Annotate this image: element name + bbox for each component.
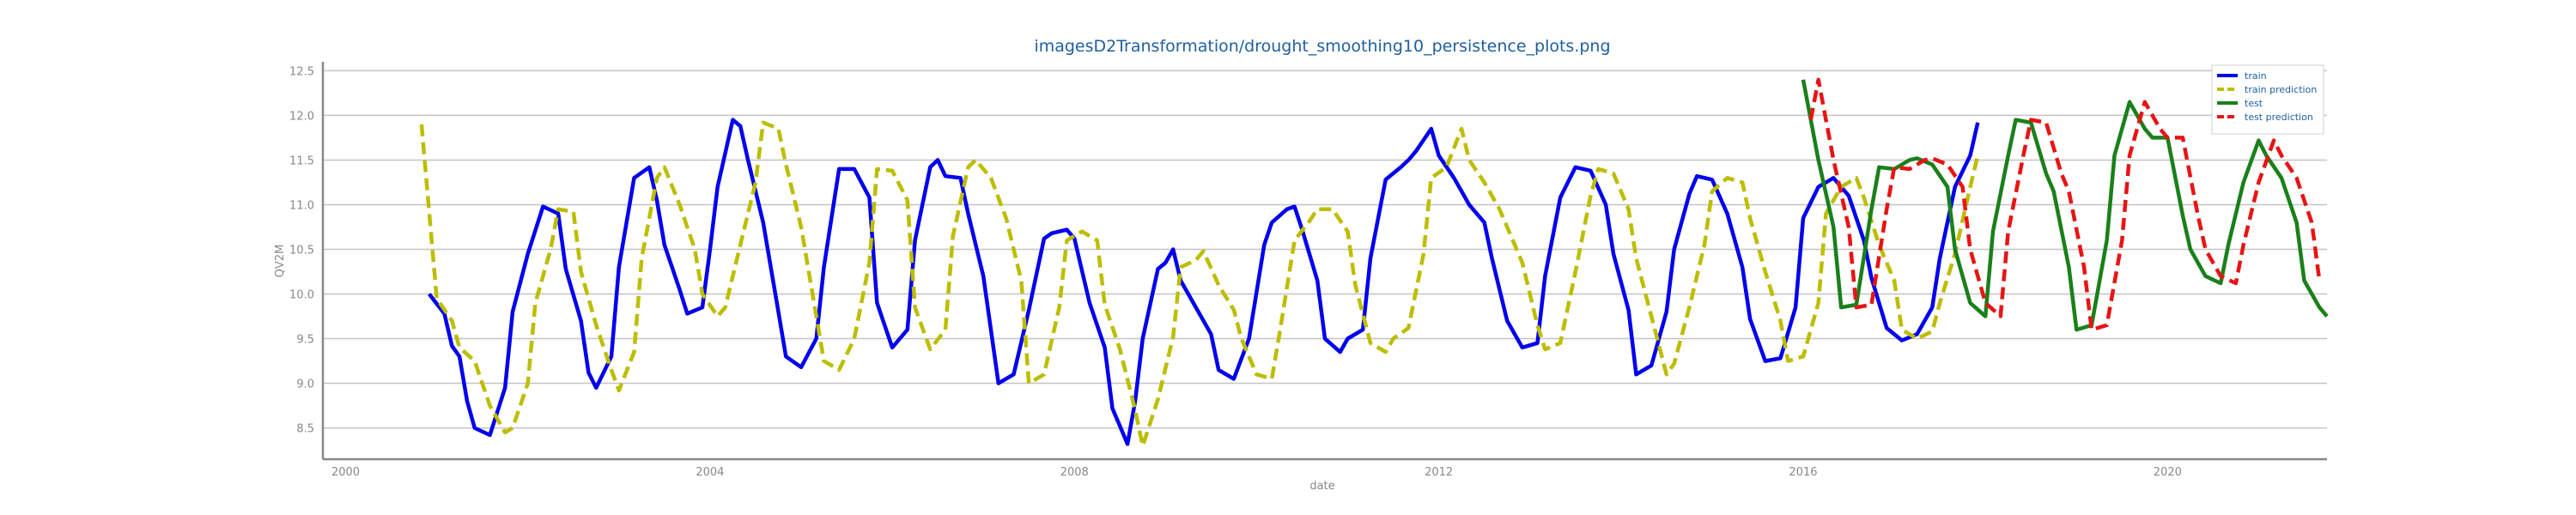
x-tick-label: 2012 [1425, 466, 1453, 479]
y-tick-label: 10.5 [289, 244, 314, 257]
axes [321, 62, 2327, 461]
x-tick-label: 2016 [1789, 466, 1817, 479]
series-line-train [428, 118, 1980, 446]
x-tick-label: 2004 [696, 466, 724, 479]
series-line-test-prediction [1808, 77, 2322, 332]
x-tick-label: 2008 [1060, 466, 1089, 479]
x-ticks: 2000 2004 2008 2012 2016 2020 [331, 466, 2182, 479]
y-tick-label: 11.0 [289, 199, 314, 212]
y-tick-label: 9.0 [296, 379, 314, 391]
y-ticks: 8.5 9.0 9.5 10.0 10.5 11.0 11.5 12.0 12.5 [289, 65, 314, 435]
x-axis-label: date [1309, 480, 1334, 493]
series-line-train-prediction [419, 120, 1980, 448]
series-layer [419, 77, 2329, 448]
legend-label: train [2245, 70, 2267, 82]
legend-label: test [2245, 98, 2263, 109]
y-tick-label: 9.5 [296, 334, 314, 347]
x-tick-label: 2000 [331, 466, 360, 479]
y-tick-label: 12.5 [289, 65, 314, 78]
legend-label: train prediction [2245, 84, 2317, 95]
legend-label: test prediction [2245, 112, 2313, 123]
y-tick-label: 8.5 [296, 423, 314, 436]
legend: train train prediction test test prediction [2211, 64, 2324, 135]
y-tick-label: 10.0 [289, 289, 314, 302]
y-axis-label: QV2M [274, 245, 287, 278]
y-tick-label: 12.0 [289, 110, 314, 123]
x-tick-label: 2020 [2154, 466, 2182, 479]
chart-title: imagesD2Transformation/drought_smoothing… [1034, 37, 1610, 56]
y-tick-label: 11.5 [289, 154, 314, 167]
